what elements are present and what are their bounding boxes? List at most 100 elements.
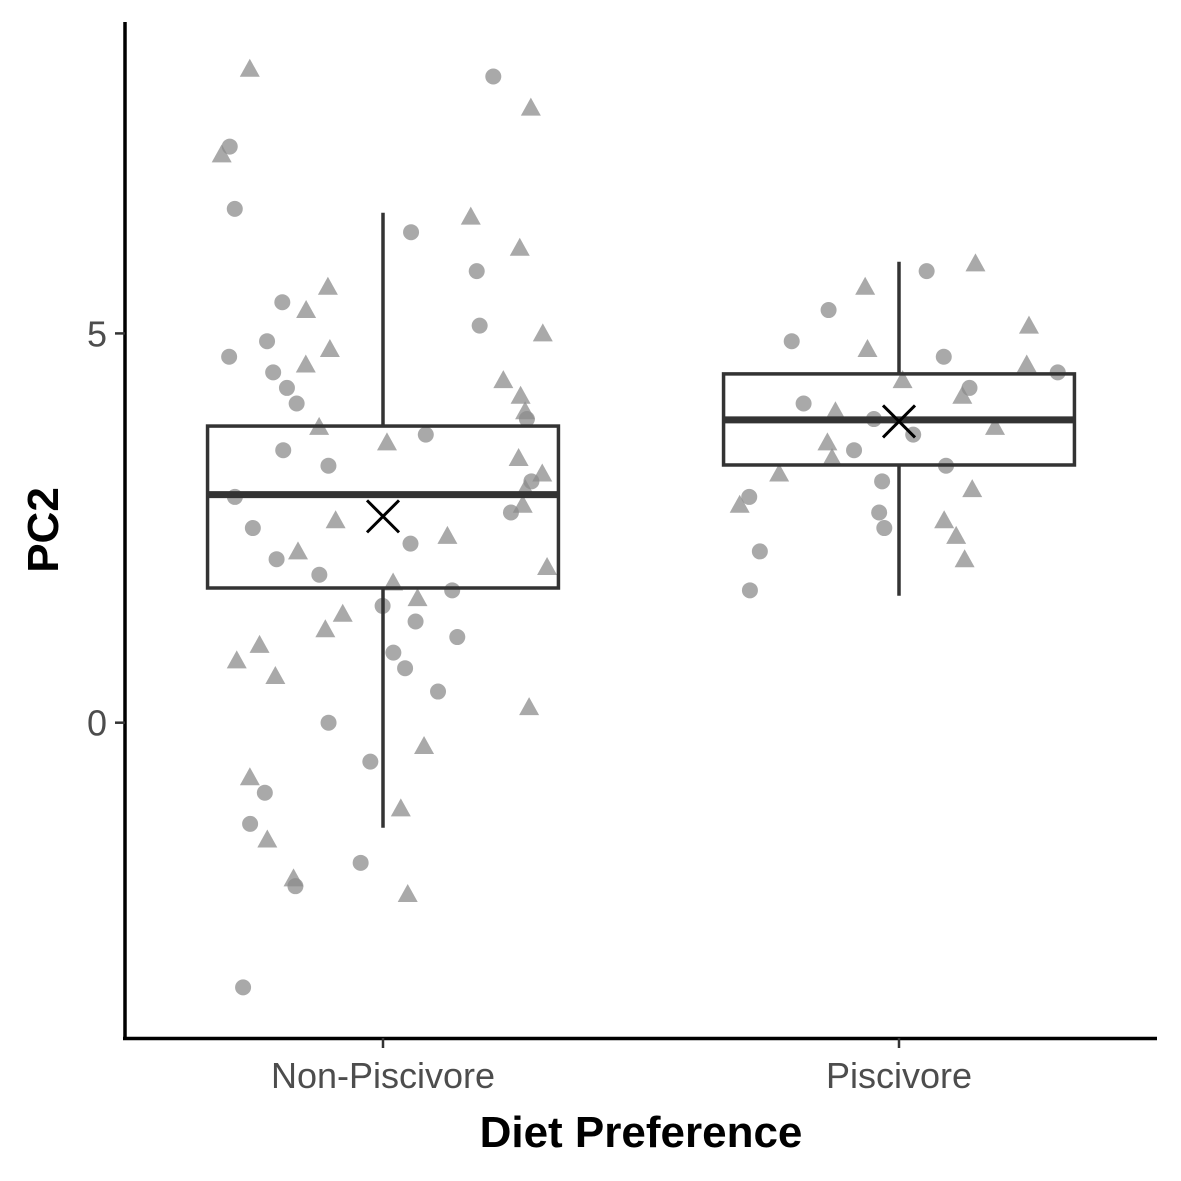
iqr-box <box>205 424 561 590</box>
y-tick-label: 5 <box>87 313 107 354</box>
data-point-triangle <box>407 588 428 607</box>
data-point-triangle <box>390 798 411 817</box>
data-point-triangle <box>965 253 986 272</box>
data-point-circle <box>320 714 337 731</box>
data-point-triangle <box>325 510 346 529</box>
points-layer <box>211 58 1066 996</box>
data-point-circle <box>268 551 285 568</box>
data-point-triangle <box>288 541 309 560</box>
data-point-circle <box>502 504 519 521</box>
data-point-triangle <box>317 276 338 295</box>
data-point-triangle <box>460 206 481 225</box>
data-point-triangle <box>537 556 558 575</box>
data-point-triangle <box>985 416 1006 435</box>
box-layer <box>205 212 1077 828</box>
data-point-triangle <box>934 510 955 529</box>
data-point-triangle <box>520 97 541 116</box>
data-point-circle <box>485 68 502 85</box>
data-point-circle <box>226 200 243 217</box>
data-point-triangle <box>265 665 286 684</box>
data-point-triangle <box>532 323 553 342</box>
data-point-triangle <box>397 883 418 902</box>
data-point-triangle <box>257 829 278 848</box>
data-point-triangle <box>510 385 531 404</box>
data-point-triangle <box>892 370 913 389</box>
data-point-triangle <box>512 494 533 513</box>
data-point-circle <box>235 979 252 996</box>
data-point-circle <box>430 683 447 700</box>
data-point-triangle <box>857 338 878 357</box>
data-point-circle <box>444 582 461 599</box>
data-point-triangle <box>509 237 530 256</box>
data-point-circle <box>449 629 466 646</box>
data-point-circle <box>362 753 379 770</box>
data-point-circle <box>471 317 488 334</box>
data-point-circle <box>403 224 420 241</box>
data-point-triangle <box>383 572 404 591</box>
data-point-circle <box>741 582 758 599</box>
tick-layer: 0 5 Non-Piscivore Piscivore <box>87 313 972 1096</box>
data-point-triangle <box>414 736 435 755</box>
data-point-circle <box>402 535 419 552</box>
data-point-triangle <box>295 354 316 373</box>
data-point-triangle <box>226 650 247 669</box>
data-point-triangle <box>319 338 340 357</box>
data-point-circle <box>352 854 369 871</box>
data-point-circle <box>385 644 402 661</box>
data-point-circle <box>820 302 837 319</box>
data-point-circle <box>288 395 305 412</box>
data-point-circle <box>265 364 282 381</box>
data-point-triangle <box>508 447 529 466</box>
data-point-circle <box>274 294 291 311</box>
x-tick-label: Non-Piscivore <box>271 1055 495 1096</box>
data-point-triangle <box>1018 315 1039 334</box>
data-point-triangle <box>817 432 838 451</box>
data-point-circle <box>741 488 758 505</box>
data-point-circle <box>874 473 891 490</box>
data-point-triangle <box>332 603 353 622</box>
data-point-triangle <box>437 525 458 544</box>
data-point-circle <box>876 520 893 537</box>
data-point-circle <box>518 411 535 428</box>
data-point-triangle <box>962 479 983 498</box>
data-point-circle <box>287 878 304 895</box>
data-point-circle <box>918 263 935 280</box>
data-point-circle <box>751 543 768 560</box>
data-point-circle <box>795 395 812 412</box>
data-point-circle <box>242 815 259 832</box>
data-point-triangle <box>729 494 750 513</box>
data-point-triangle <box>952 385 973 404</box>
data-point-circle <box>311 566 328 583</box>
data-point-triangle <box>519 697 540 716</box>
data-point-triangle <box>376 432 397 451</box>
data-point-triangle <box>296 300 317 319</box>
data-point-triangle <box>1016 354 1037 373</box>
data-point-triangle <box>315 619 336 638</box>
data-point-circle <box>417 426 434 443</box>
x-axis-title: Diet Preference <box>480 1108 803 1157</box>
y-axis-title: PC2 <box>19 487 68 573</box>
data-point-circle <box>935 348 952 365</box>
data-point-triangle <box>855 276 876 295</box>
data-point-circle <box>846 442 863 459</box>
data-point-circle <box>221 138 238 155</box>
data-point-triangle <box>493 370 514 389</box>
data-point-circle <box>278 379 295 396</box>
data-point-triangle <box>946 525 967 544</box>
y-tick-label: 0 <box>87 703 107 744</box>
data-point-circle <box>259 333 276 350</box>
data-point-triangle <box>822 447 843 466</box>
x-tick-label: Piscivore <box>826 1055 972 1096</box>
data-point-triangle <box>211 144 232 163</box>
data-point-circle <box>221 348 238 365</box>
data-point-triangle <box>769 463 790 482</box>
data-point-circle <box>871 504 888 521</box>
data-point-circle <box>407 613 424 630</box>
data-point-triangle <box>825 401 846 420</box>
data-point-triangle <box>249 634 270 653</box>
mean-marker <box>365 499 401 534</box>
data-point-circle <box>783 333 800 350</box>
data-point-circle <box>244 520 261 537</box>
